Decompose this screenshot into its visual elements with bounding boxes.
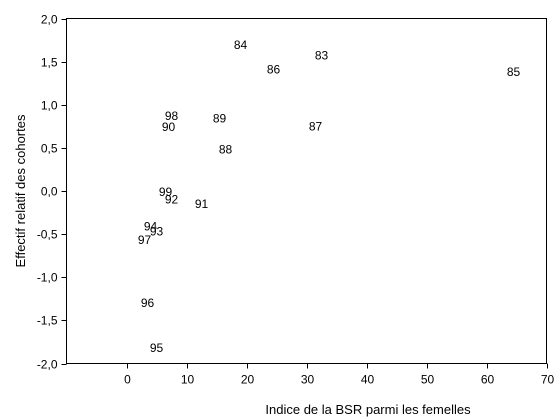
point-label: 93 bbox=[150, 225, 164, 239]
point-label: 95 bbox=[150, 341, 164, 355]
point-label: 91 bbox=[195, 197, 209, 211]
y-tick-label: 1,0 bbox=[41, 99, 58, 113]
point-label: 96 bbox=[141, 296, 155, 310]
plot-frame bbox=[66, 18, 547, 364]
point-label: 94 bbox=[144, 219, 158, 233]
y-tick-label: -1,0 bbox=[37, 271, 58, 285]
point-label: 84 bbox=[234, 38, 248, 52]
point-label: 85 bbox=[507, 65, 521, 79]
point-label: 89 bbox=[213, 112, 227, 126]
point-label: 87 bbox=[309, 119, 323, 133]
y-tick-label: 2,0 bbox=[41, 13, 58, 27]
point-label: 97 bbox=[138, 233, 152, 247]
y-axis-ticks: -2,0 -1,5 -1,0 -0,5 0,0 0,5 1,0 1,5 2,0 bbox=[37, 13, 67, 372]
point-label: 98 bbox=[165, 109, 179, 123]
x-tick-label: 10 bbox=[181, 373, 195, 387]
x-tick-label: 70 bbox=[541, 373, 555, 387]
y-tick-label: 1,5 bbox=[41, 56, 58, 70]
y-tick-label: -0,5 bbox=[37, 228, 58, 242]
point-label: 86 bbox=[267, 62, 281, 76]
y-axis-label: Effectif relatif des cohortes bbox=[13, 114, 28, 267]
x-tick-label: 60 bbox=[481, 373, 495, 387]
point-label: 88 bbox=[219, 143, 233, 157]
point-label: 92 bbox=[165, 193, 179, 207]
point-label: 90 bbox=[162, 120, 176, 134]
x-axis-ticks: 0 10 20 30 40 50 60 70 bbox=[124, 363, 555, 387]
y-tick-label: -1,5 bbox=[37, 314, 58, 328]
x-tick-label: 50 bbox=[421, 373, 435, 387]
point-label: 99 bbox=[159, 185, 173, 199]
y-tick-label: 0,0 bbox=[41, 185, 58, 199]
y-tick-label: -2,0 bbox=[37, 358, 58, 372]
y-tick-label: 0,5 bbox=[41, 142, 58, 156]
x-tick-label: 0 bbox=[124, 373, 131, 387]
x-axis-label: Indice de la BSR parmi les femelles bbox=[265, 402, 471, 417]
x-tick-label: 40 bbox=[361, 373, 375, 387]
point-label: 83 bbox=[315, 49, 329, 63]
x-tick-label: 30 bbox=[301, 373, 315, 387]
x-tick-label: 20 bbox=[241, 373, 255, 387]
